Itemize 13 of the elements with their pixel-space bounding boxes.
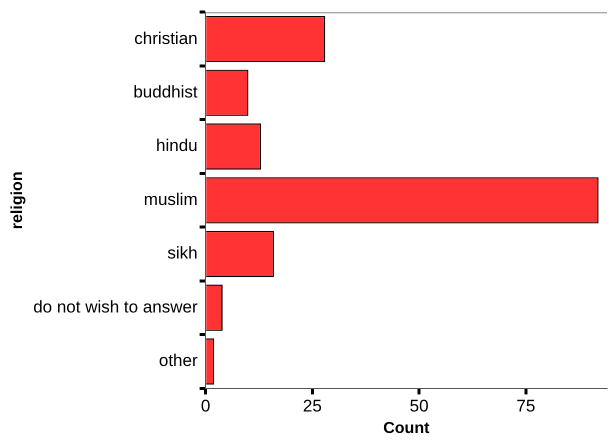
y-tick-label: do not wish to answer <box>33 297 198 316</box>
y-tick-label: muslim <box>144 190 198 209</box>
y-tick-label: hindu <box>156 136 198 156</box>
x-axis-title: Count <box>383 420 430 437</box>
y-tick-label: christian <box>134 28 198 48</box>
x-tick-label: 50 <box>410 396 429 416</box>
y-tick-label: other <box>158 351 198 370</box>
x-tick-label: 0 <box>200 396 210 416</box>
y-tick-label: sikh <box>167 244 198 263</box>
x-tick-label: 25 <box>302 396 322 416</box>
x-tick-label: 75 <box>516 396 536 416</box>
y-tick-label: buddhist <box>133 82 198 102</box>
y-axis-title: religion <box>9 171 26 230</box>
